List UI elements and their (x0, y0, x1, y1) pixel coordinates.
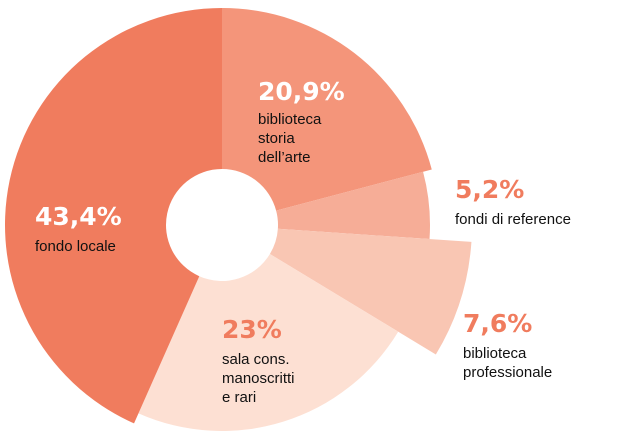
pie-slice (269, 228, 472, 355)
category-label: sala cons. manoscritti e rari (222, 351, 295, 406)
value-label: 20,9% (258, 77, 345, 106)
category-label: biblioteca storia dell’arte (258, 111, 322, 166)
pie-slice (276, 171, 430, 240)
pie-slice (222, 8, 432, 211)
pie-slice (138, 254, 399, 431)
category-label: biblioteca professionale (463, 345, 553, 381)
value-label: 43,4% (35, 202, 122, 231)
value-label: 5,2% (455, 175, 525, 204)
category-label: fondi di reference (455, 211, 571, 228)
category-label: fondo locale (35, 238, 116, 255)
value-label: 23% (222, 315, 282, 344)
pie-slice (4, 8, 222, 424)
value-label: 7,6% (463, 309, 533, 338)
